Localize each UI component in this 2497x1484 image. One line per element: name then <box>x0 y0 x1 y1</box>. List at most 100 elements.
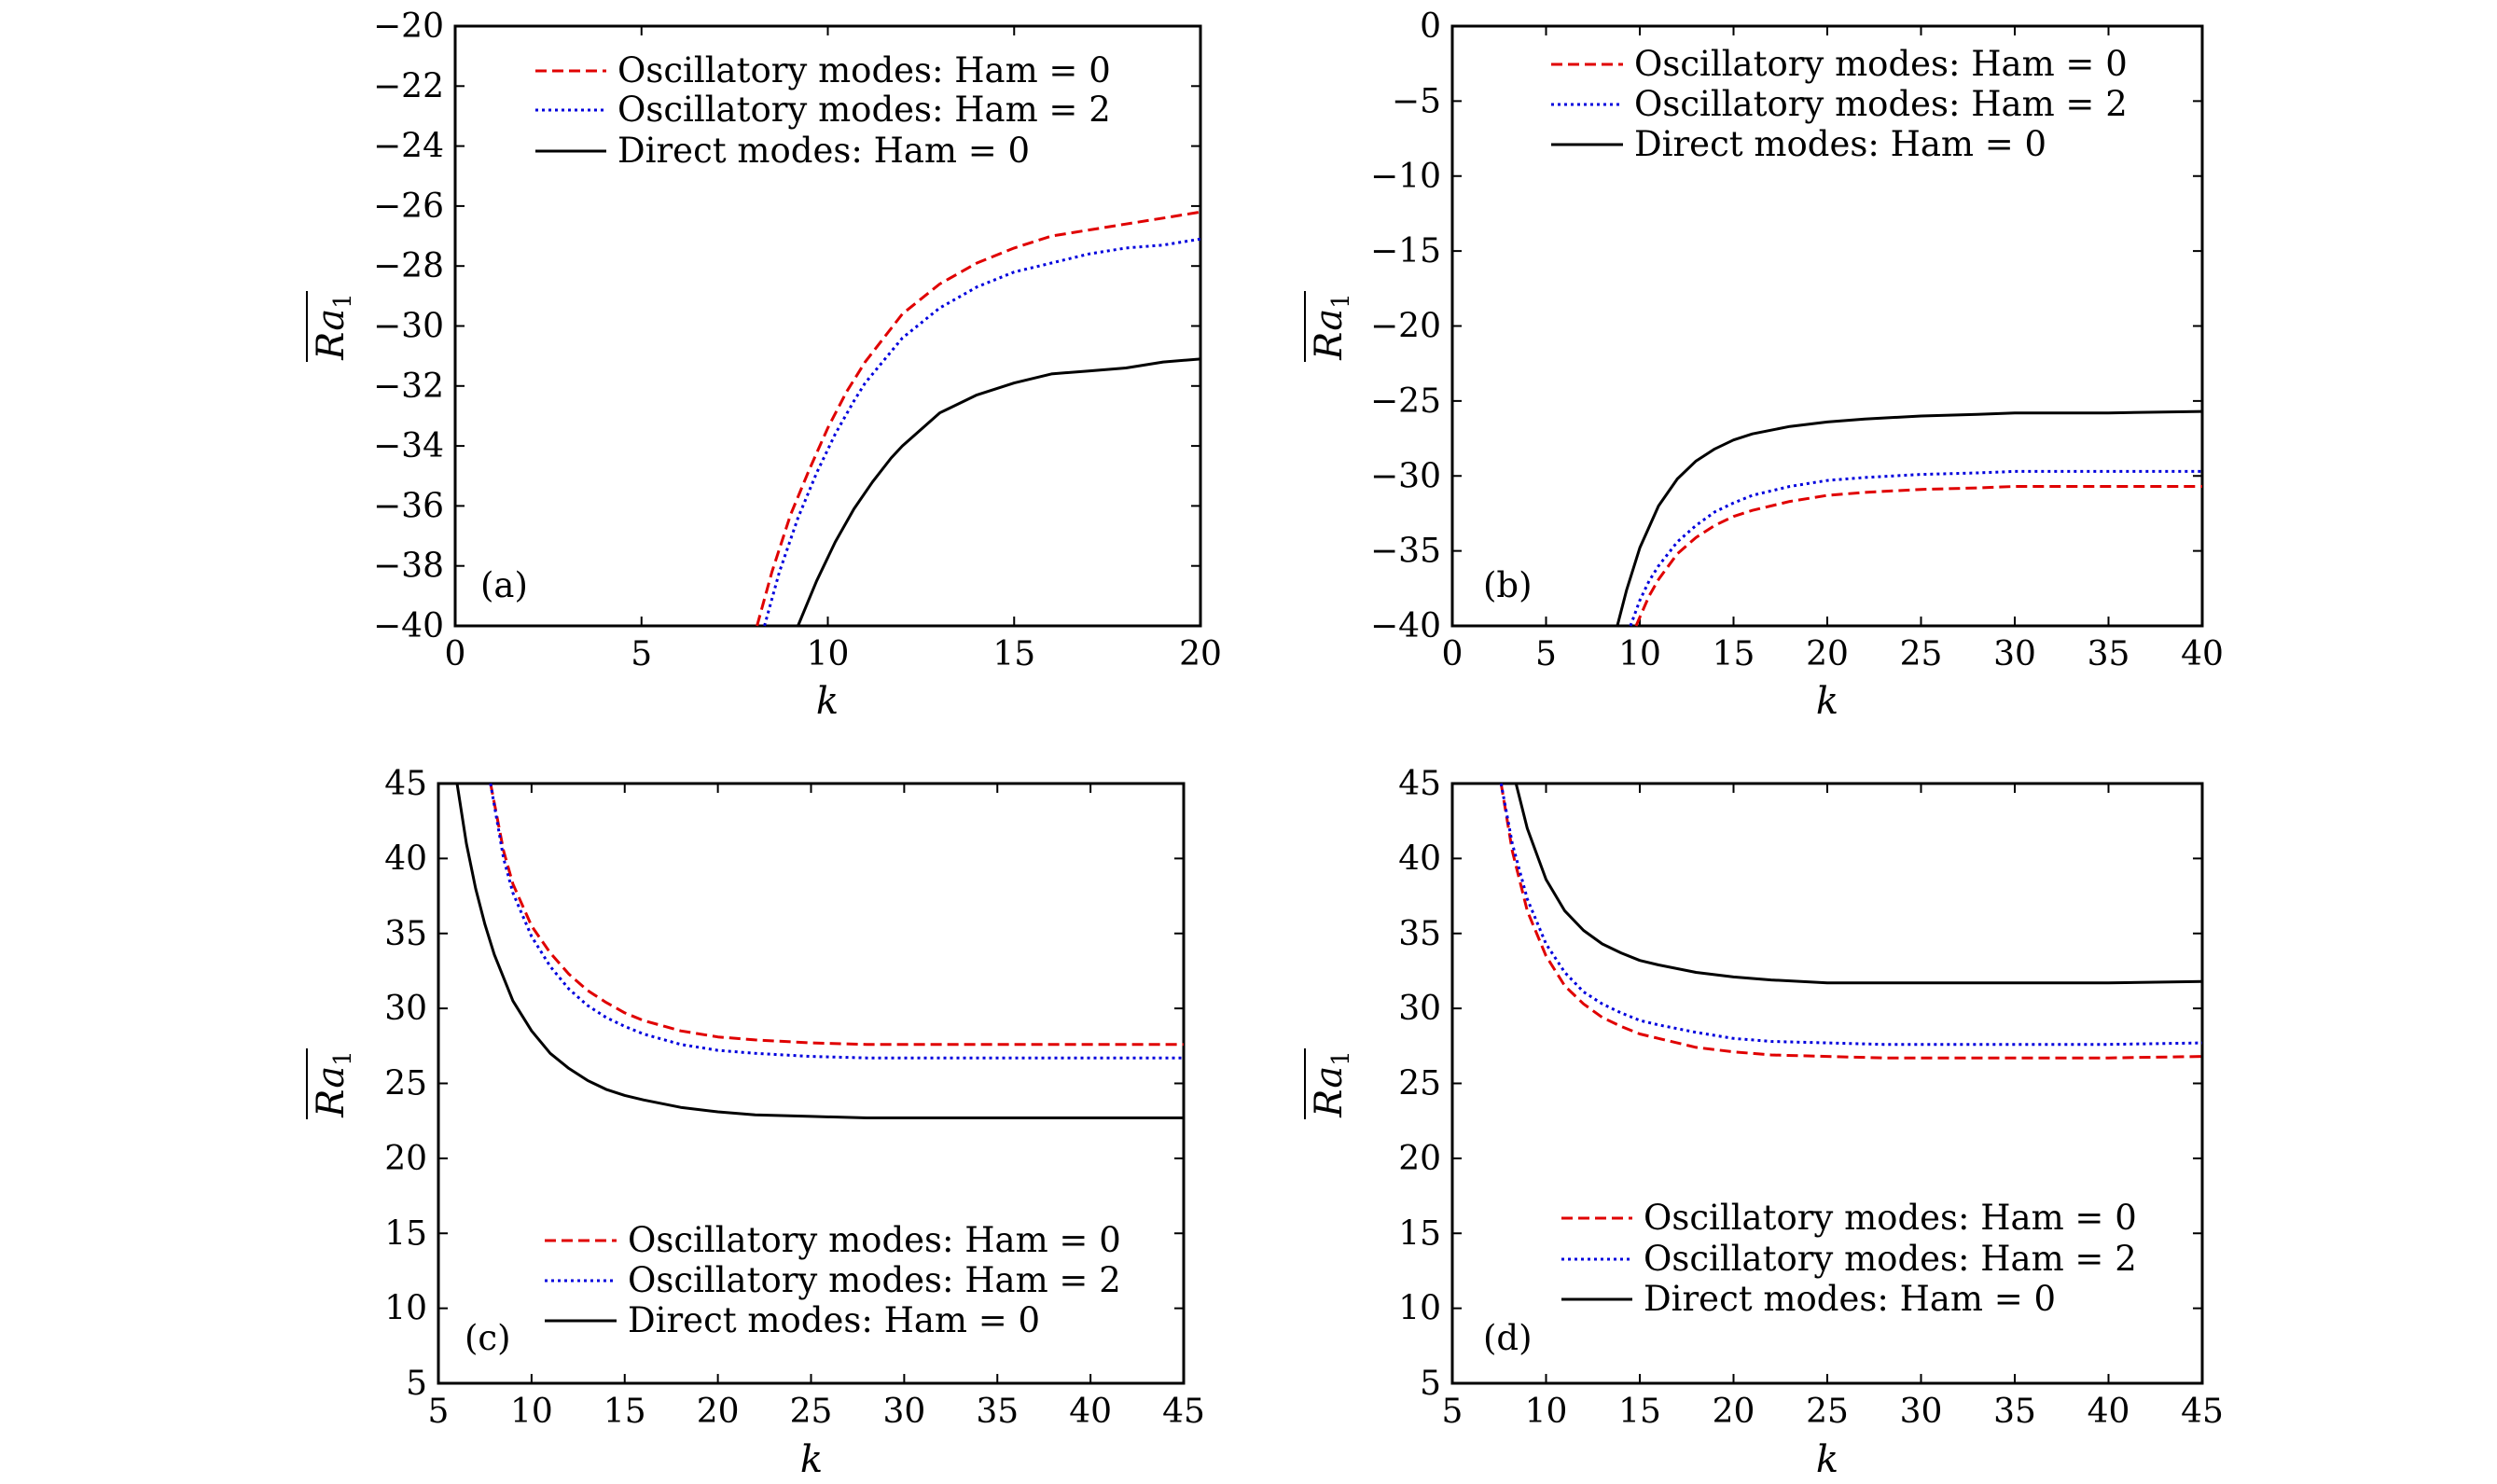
panel-a-xlabel: k <box>816 680 839 723</box>
panel-a-xtick-label: 10 <box>807 635 850 673</box>
panel-b-curves <box>1616 409 2203 627</box>
panel-a-ytick-label: −30 <box>373 308 444 346</box>
panel-d-xtick-label: 15 <box>1618 1393 1661 1431</box>
panel-d-legend-label-1: Oscillatory modes: Ham = 2 <box>1644 1239 2137 1279</box>
panel-d-xtick-label: 10 <box>1525 1393 1568 1431</box>
panel-c-series-0 <box>489 783 1184 1047</box>
panel-a-ytick-label: −24 <box>373 128 444 166</box>
panel-c-legend: Oscillatory modes: Ham = 0 Oscillatory m… <box>545 1220 1121 1340</box>
panel-a-ytick-label: −36 <box>373 487 444 525</box>
panel-c-ytick-label: 15 <box>384 1214 427 1253</box>
panel-a-legend-label-2: Direct modes: Ham = 0 <box>617 131 1030 171</box>
panel-d-series-1 <box>1499 783 2203 1047</box>
panel-a-ytick-label: −32 <box>373 368 444 406</box>
panel-b-ytick-label: −25 <box>1370 382 1441 421</box>
panel-d-ytick-label: 10 <box>1398 1290 1441 1328</box>
panel-c-xtick-label: 35 <box>976 1393 1019 1431</box>
panel-d-xtick-label: 20 <box>1713 1393 1755 1431</box>
panel-a-curves <box>756 210 1201 627</box>
panel-a-ytick-label: −40 <box>373 607 444 645</box>
panel-d-ytick-label: 40 <box>1398 839 1441 878</box>
panel-c-xtick-label: 15 <box>603 1393 646 1431</box>
panel-c-series-1 <box>489 783 1184 1060</box>
panel-b-xtick-label: 40 <box>2181 635 2224 673</box>
panel-a-ylabel-sub: 1 <box>329 293 357 309</box>
panel-d-legend: Oscillatory modes: Ham = 0 Oscillatory m… <box>1561 1198 2137 1319</box>
panel-d-xtick-label: 25 <box>1806 1393 1849 1431</box>
panel-b-xtick-label: 35 <box>2088 635 2130 673</box>
panel-d-ylabel: Ra1 <box>1308 1050 1355 1117</box>
panel-d-xtick-label: 35 <box>1993 1393 2036 1431</box>
panel-a-ylabel-main: Ra <box>310 309 353 361</box>
panel-c-ticks: 5 10 15 20 25 30 35 40 45 5 10 15 20 25 30 35 40 45 <box>384 765 1205 1431</box>
panel-d-ticks: 5 10 15 20 25 30 35 40 45 5 10 15 20 25 30 35 40 45 <box>1398 765 2224 1431</box>
panel-d-xlabel: k <box>1816 1438 1838 1481</box>
panel-a-tag: (a) <box>480 565 528 605</box>
panel-c-series-2 <box>455 783 1184 1119</box>
panel-a-xtick-label: 5 <box>631 635 652 673</box>
panel-b-xtick-label: 20 <box>1806 635 1849 673</box>
panel-c: 5 10 15 20 25 30 35 40 45 5 10 15 20 25 30 35 40 45 k Ra1… <box>306 765 1205 1481</box>
panel-c-ytick-label: 10 <box>384 1290 427 1328</box>
panel-d-curves <box>1499 783 2203 1060</box>
panel-d-legend-label-0: Oscillatory modes: Ham = 0 <box>1644 1198 2137 1238</box>
panel-c-ytick-label: 45 <box>384 765 427 803</box>
panel-b-legend-label-1: Oscillatory modes: Ham = 2 <box>1634 84 2128 124</box>
panel-b-xlabel: k <box>1816 680 1838 723</box>
panel-a: 0 5 10 15 20 −40 −38 −36 −34 −32 −30 −28 −26 −24 −22 −2… <box>306 7 1222 723</box>
panel-a-xtick-label: 0 <box>445 635 466 673</box>
panel-d-ytick-label: 30 <box>1398 990 1441 1028</box>
panel-d-series-0 <box>1499 783 2203 1060</box>
panel-d-ytick-label: 20 <box>1398 1140 1441 1178</box>
panel-d-xtick-label: 45 <box>2181 1393 2224 1431</box>
panel-d-ytick-label: 25 <box>1398 1065 1441 1103</box>
panel-d-series-2 <box>1514 783 2203 985</box>
panel-c-xtick-label: 10 <box>510 1393 553 1431</box>
panel-d-ytick-label: 5 <box>1420 1365 1441 1403</box>
panel-c-legend-label-0: Oscillatory modes: Ham = 0 <box>628 1220 1121 1260</box>
panel-a-ytick-label: −20 <box>373 7 444 46</box>
panel-b-series-1 <box>1629 469 2202 627</box>
panel-a-xtick-label: 15 <box>992 635 1035 673</box>
panel-c-xtick-label: 5 <box>428 1393 450 1431</box>
panel-a-ytick-label: −26 <box>373 187 444 226</box>
panel-c-ylabel: Ra1 <box>310 1050 357 1117</box>
panel-a-legend: Oscillatory modes: Ham = 0 Oscillatory m… <box>535 50 1111 171</box>
panel-b-xtick-label: 5 <box>1535 635 1557 673</box>
panel-c-xtick-label: 20 <box>697 1393 740 1431</box>
panel-c-ytick-label: 35 <box>384 915 427 953</box>
panel-a-series-0 <box>756 210 1201 627</box>
panel-b-legend-label-2: Direct modes: Ham = 0 <box>1634 124 2046 164</box>
panel-d-ylabel-sub: 1 <box>1327 1050 1355 1066</box>
panel-c-ylabel-main: Ra <box>310 1066 353 1118</box>
panel-c-ytick-label: 20 <box>384 1140 427 1178</box>
panel-b-legend-label-0: Oscillatory modes: Ham = 0 <box>1634 44 2128 84</box>
panel-c-xlabel: k <box>800 1438 823 1481</box>
panel-a-legend-label-1: Oscillatory modes: Ham = 2 <box>617 90 1111 130</box>
panel-c-ylabel-sub: 1 <box>329 1050 357 1066</box>
panel-d: 5 10 15 20 25 30 35 40 45 5 10 15 20 25 30 35 40 45 k Ra1… <box>1304 765 2224 1481</box>
panel-c-ytick-label: 5 <box>406 1365 427 1403</box>
panel-b-xtick-label: 15 <box>1713 635 1755 673</box>
panel-b-ylabel-sub: 1 <box>1327 293 1355 309</box>
panel-c-legend-label-2: Direct modes: Ham = 0 <box>628 1300 1040 1340</box>
panel-c-curves <box>455 783 1184 1119</box>
panel-a-ytick-label: −38 <box>373 548 444 586</box>
panel-a-series-1 <box>763 237 1201 627</box>
panel-a-xtick-label: 20 <box>1179 635 1222 673</box>
panel-c-xtick-label: 30 <box>882 1393 925 1431</box>
panel-a-ytick-label: −28 <box>373 247 444 285</box>
panel-c-xtick-label: 25 <box>790 1393 833 1431</box>
panel-b-series-2 <box>1616 409 2203 627</box>
panel-b-xtick-label: 25 <box>1900 635 1943 673</box>
panel-d-xtick-label: 5 <box>1442 1393 1464 1431</box>
panel-c-ytick-label: 30 <box>384 990 427 1028</box>
panel-b-tag: (b) <box>1483 565 1533 605</box>
panel-b-xtick-label: 10 <box>1618 635 1661 673</box>
panel-b-ytick-label: −30 <box>1370 457 1441 495</box>
panel-d-ytick-label: 15 <box>1398 1214 1441 1253</box>
panel-b-ytick-label: −10 <box>1370 158 1441 196</box>
panel-d-xtick-label: 40 <box>2088 1393 2130 1431</box>
panel-b-xtick-label: 30 <box>1993 635 2036 673</box>
